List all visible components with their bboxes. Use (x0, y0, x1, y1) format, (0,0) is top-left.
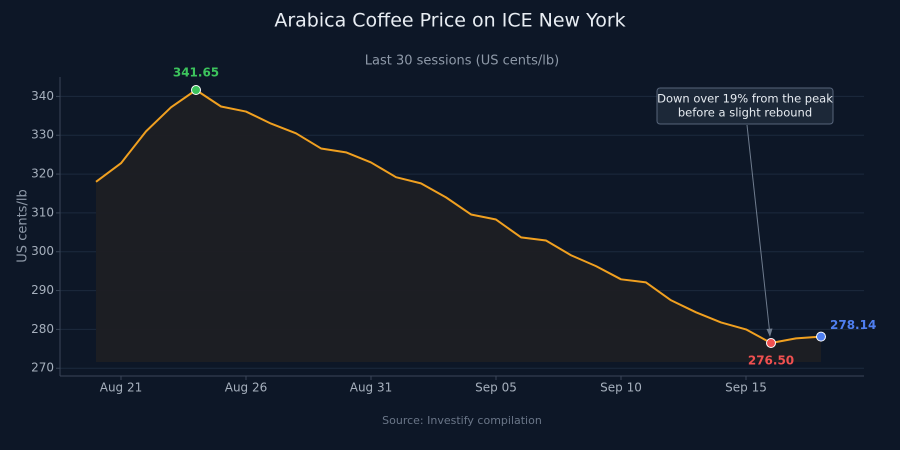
y-tick-label: 280 (31, 322, 54, 336)
y-axis-label: US cents/lb (16, 189, 31, 262)
y-tick-label: 290 (31, 283, 54, 297)
highlight-point (191, 85, 201, 96)
source: Source: Investify compilation (382, 414, 542, 427)
annotation-box (656, 87, 834, 125)
highlight-point (766, 337, 776, 348)
x-tick-label: Sep 10 (600, 381, 642, 395)
point-label: 341.65 (173, 66, 219, 80)
annotation-arrow (746, 124, 771, 336)
arrow-head (766, 328, 773, 337)
y-tick-label: 310 (31, 205, 54, 219)
x-tick-label: Aug 26 (225, 381, 268, 395)
chart-subtitle: Last 30 sessions (US cents/lb) (365, 54, 559, 69)
y-tick-label: 270 (31, 361, 54, 375)
y-tick-label: 320 (31, 167, 54, 181)
y-tick-label: 340 (31, 89, 54, 103)
x-tick-label: Aug 31 (350, 381, 393, 395)
line (95, 89, 822, 344)
x-tick-label: Aug 21 (100, 381, 143, 395)
highlight-point (816, 331, 826, 342)
x-tick-label: Sep 15 (725, 381, 767, 395)
area (96, 90, 821, 363)
point-label: 278.14 (830, 318, 876, 332)
chart-title: Arabica Coffee Price on ICE New York (274, 10, 625, 32)
point-label: 276.50 (748, 353, 794, 367)
y-tick-label: 330 (31, 128, 54, 142)
annotation-text: Down over 19% from the peak (657, 92, 833, 106)
annotation-text: before a slight rebound (678, 106, 812, 120)
y-tick-label: 300 (31, 244, 54, 258)
x-tick-label: Sep 05 (475, 381, 517, 395)
